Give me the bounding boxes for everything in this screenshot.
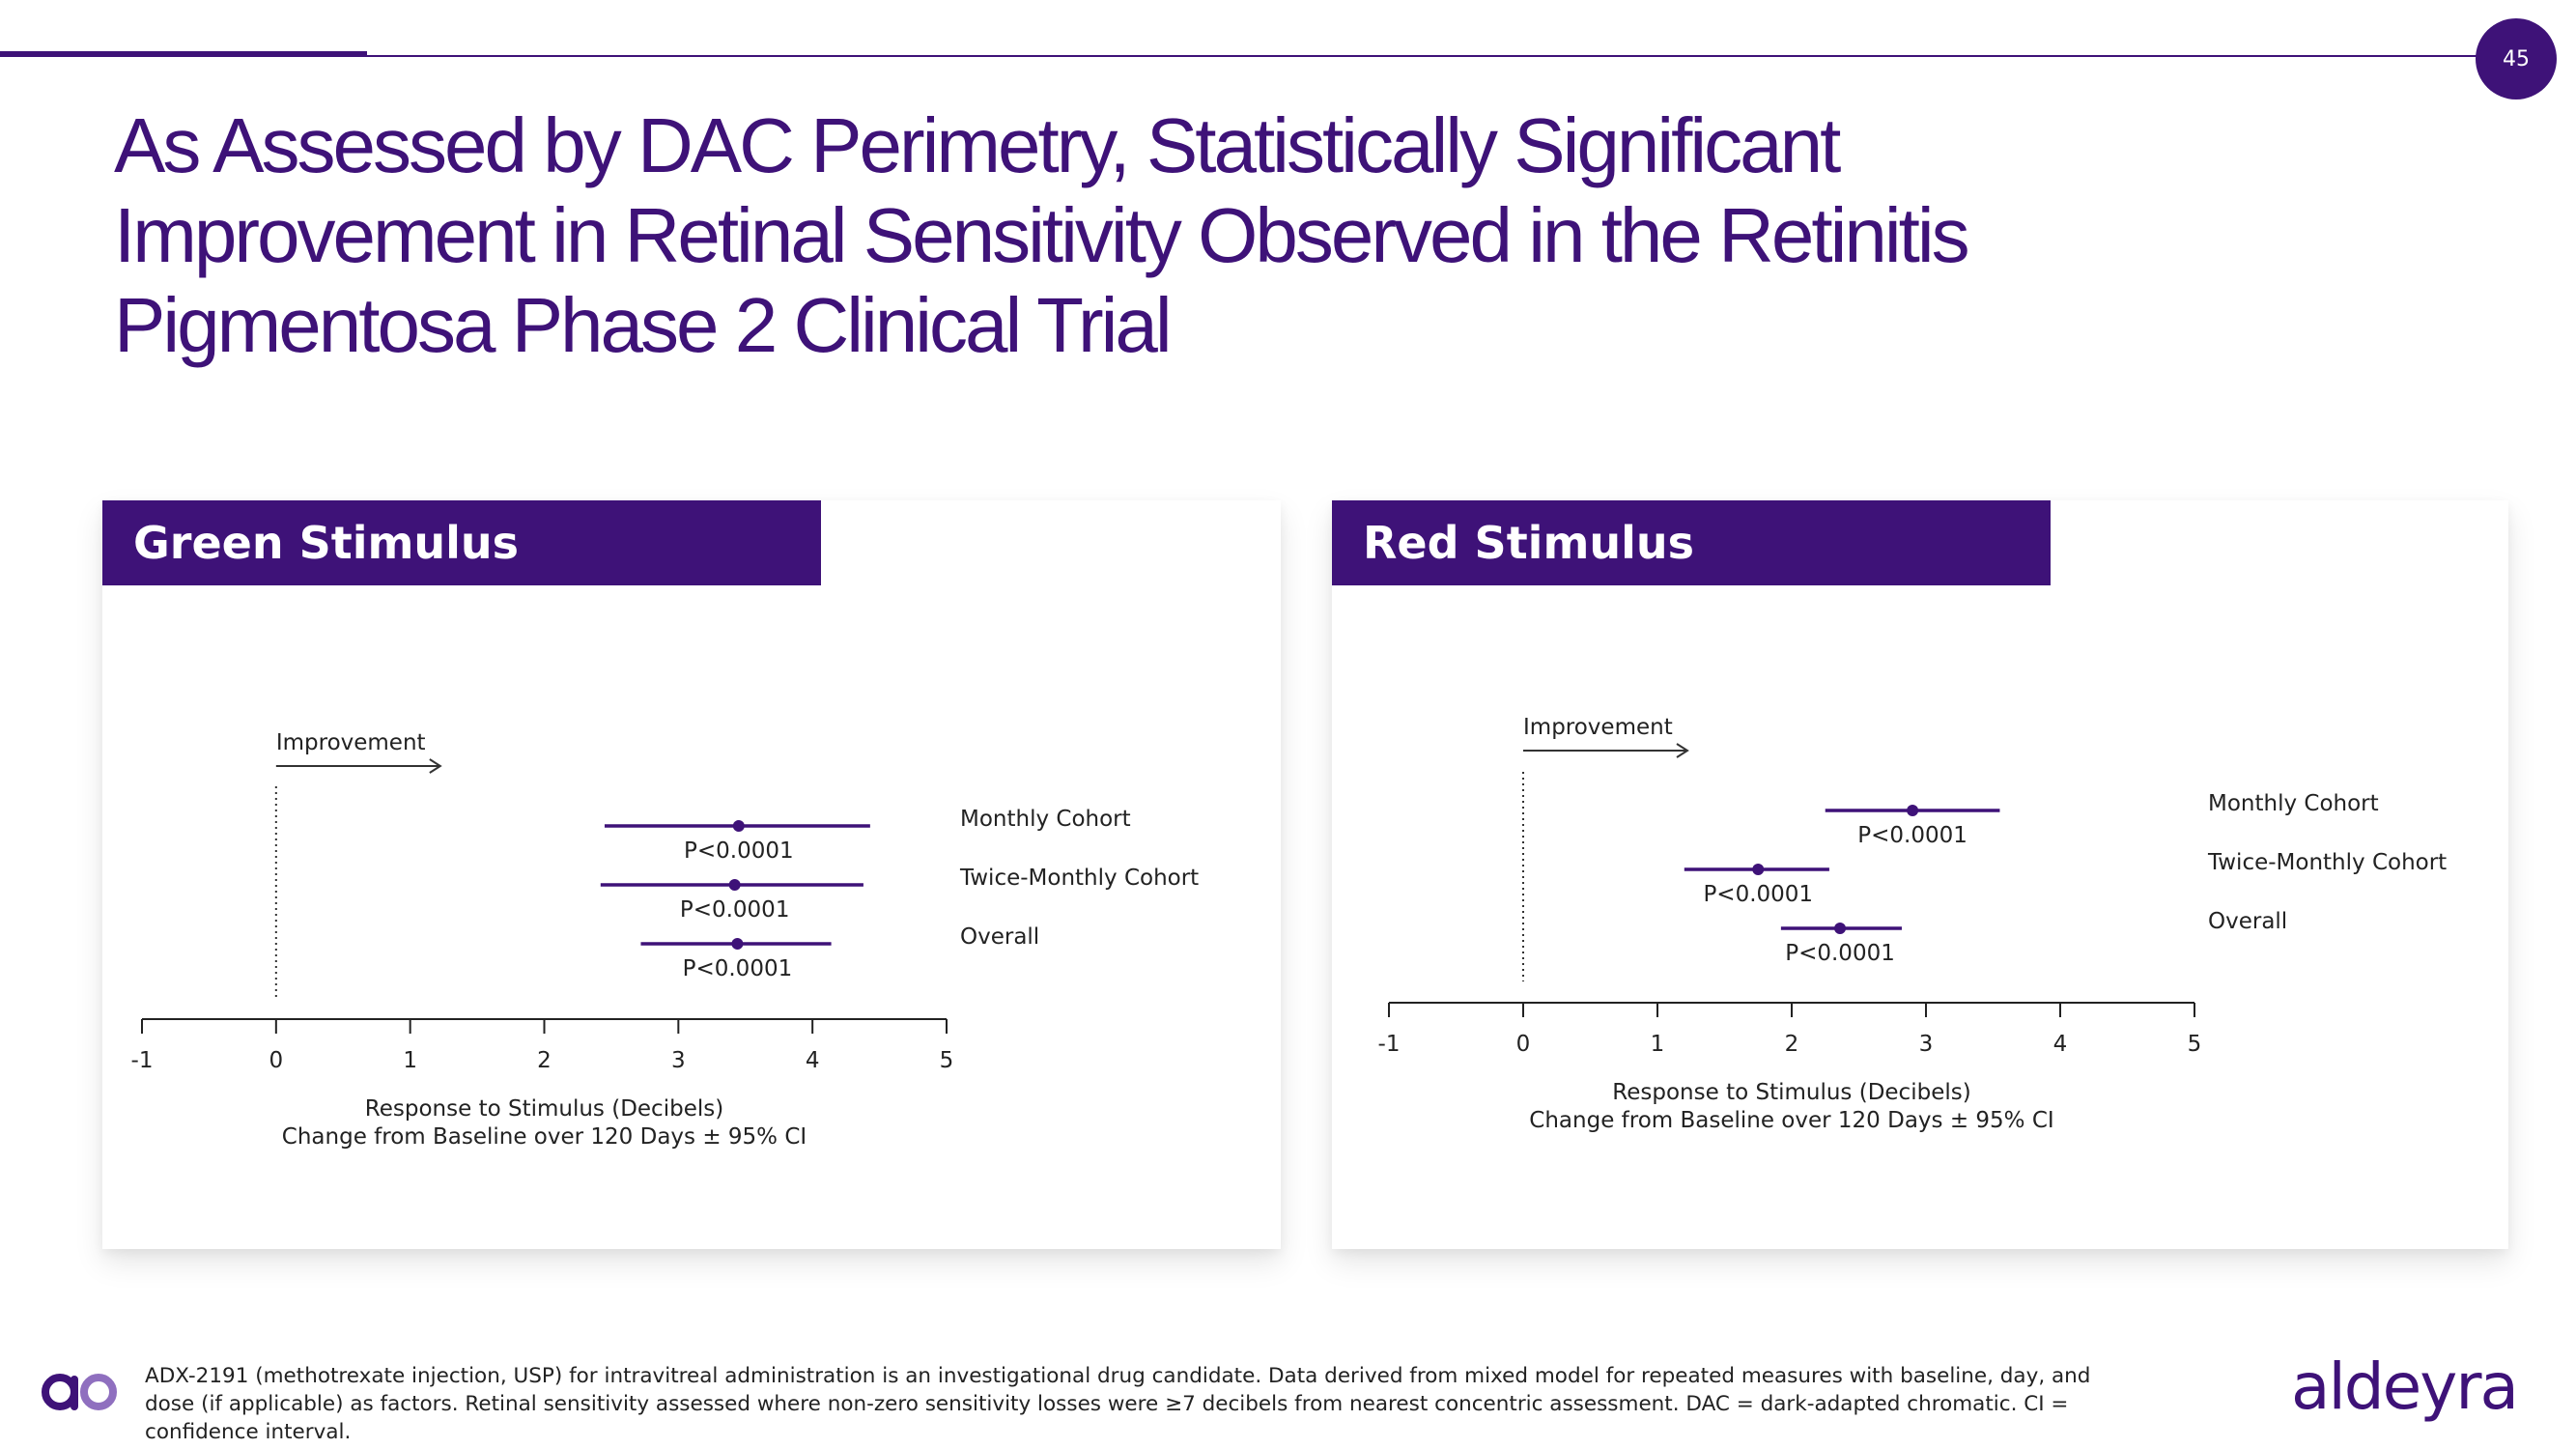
footnote: ADX-2191 (methotrexate injection, USP) f… bbox=[145, 1364, 2091, 1444]
row-label: Monthly Cohort bbox=[960, 807, 1131, 832]
x-tick-label: 3 bbox=[671, 1048, 686, 1073]
x-tick-label: 5 bbox=[2188, 1032, 2202, 1057]
p-value-label: P<0.0001 bbox=[683, 956, 793, 981]
slide-title-line: Improvement in Retinal Sensitivity Obser… bbox=[114, 192, 1970, 278]
panel-title: Red Stimulus bbox=[1363, 517, 1695, 569]
row-label: Twice-Monthly Cohort bbox=[959, 866, 1199, 891]
arrow-right-icon bbox=[429, 758, 442, 774]
p-value-label: P<0.0001 bbox=[1703, 882, 1813, 907]
panel-title: Green Stimulus bbox=[133, 517, 520, 569]
slide-title-line: As Assessed by DAC Perimetry, Statistica… bbox=[114, 102, 1841, 188]
p-value-label: P<0.0001 bbox=[1857, 823, 1967, 848]
red-stimulus-panel: Red Stimulus -1 0 1 2 3 4 5 Improvement P<0.0001… bbox=[1332, 500, 2508, 1249]
page-number-badge: 45 bbox=[2476, 18, 2557, 99]
x-tick-label: 0 bbox=[1516, 1032, 1531, 1057]
x-axis-label: Response to Stimulus (Decibels) bbox=[1612, 1080, 1970, 1105]
red-stimulus-forest-plot: -1 0 1 2 3 4 5 Improvement P<0.0001 Monthly Cohor… bbox=[1378, 715, 2448, 1133]
slide-title: As Assessed by DAC Perimetry, Statistica… bbox=[114, 100, 2191, 370]
header-rule bbox=[0, 55, 2511, 57]
panel-header: Red Stimulus bbox=[1332, 500, 2051, 585]
point-estimate bbox=[731, 938, 744, 950]
x-axis-label: Change from Baseline over 120 Days ± 95%… bbox=[1529, 1108, 2053, 1133]
x-axis-label: Change from Baseline over 120 Days ± 95%… bbox=[282, 1124, 807, 1150]
x-tick-label: 4 bbox=[806, 1048, 820, 1073]
brand-mark-icon bbox=[42, 1374, 117, 1410]
point-estimate bbox=[1907, 805, 1919, 816]
x-tick-label: 3 bbox=[1919, 1032, 1934, 1057]
x-tick-label: 4 bbox=[2053, 1032, 2068, 1057]
p-value-label: P<0.0001 bbox=[680, 897, 790, 923]
x-tick-label: -1 bbox=[131, 1048, 154, 1073]
point-estimate bbox=[1834, 923, 1847, 934]
p-value-label: P<0.0001 bbox=[1785, 941, 1895, 966]
x-tick-label: 2 bbox=[537, 1048, 552, 1073]
row-label: Twice-Monthly Cohort bbox=[2207, 850, 2447, 875]
improvement-label: Improvement bbox=[276, 730, 426, 755]
arrow-right-icon bbox=[1676, 743, 1689, 758]
point-estimate bbox=[728, 879, 741, 891]
x-axis-label: Response to Stimulus (Decibels) bbox=[365, 1096, 723, 1122]
x-tick-label: 2 bbox=[1785, 1032, 1799, 1057]
header-rule-accent bbox=[0, 51, 367, 57]
x-tick-label: 0 bbox=[269, 1048, 284, 1073]
x-tick-label: 5 bbox=[940, 1048, 954, 1073]
slide-title-line: Pigmentosa Phase 2 Clinical Trial bbox=[114, 282, 1173, 368]
row-label: Monthly Cohort bbox=[2208, 791, 2379, 816]
x-tick-label: 1 bbox=[1651, 1032, 1665, 1057]
aldeyra-logo: aldeyra bbox=[2291, 1350, 2519, 1424]
page-number: 45 bbox=[2503, 46, 2530, 71]
row-label: Overall bbox=[960, 924, 1039, 950]
panel-header: Green Stimulus bbox=[102, 500, 821, 585]
x-tick-label: -1 bbox=[1378, 1032, 1401, 1057]
p-value-label: P<0.0001 bbox=[684, 838, 794, 864]
improvement-label: Improvement bbox=[1523, 715, 1673, 740]
row-label: Overall bbox=[2208, 909, 2287, 934]
point-estimate bbox=[732, 820, 745, 832]
x-tick-label: 1 bbox=[403, 1048, 417, 1073]
green-stimulus-forest-plot: -1 0 1 2 3 4 5 Improvement P<0.0001 Monthly Cohor… bbox=[131, 730, 1200, 1150]
green-stimulus-panel: Green Stimulus -1 0 1 2 3 4 5 Improvement P<0.00… bbox=[102, 500, 1281, 1249]
point-estimate bbox=[1752, 864, 1765, 875]
